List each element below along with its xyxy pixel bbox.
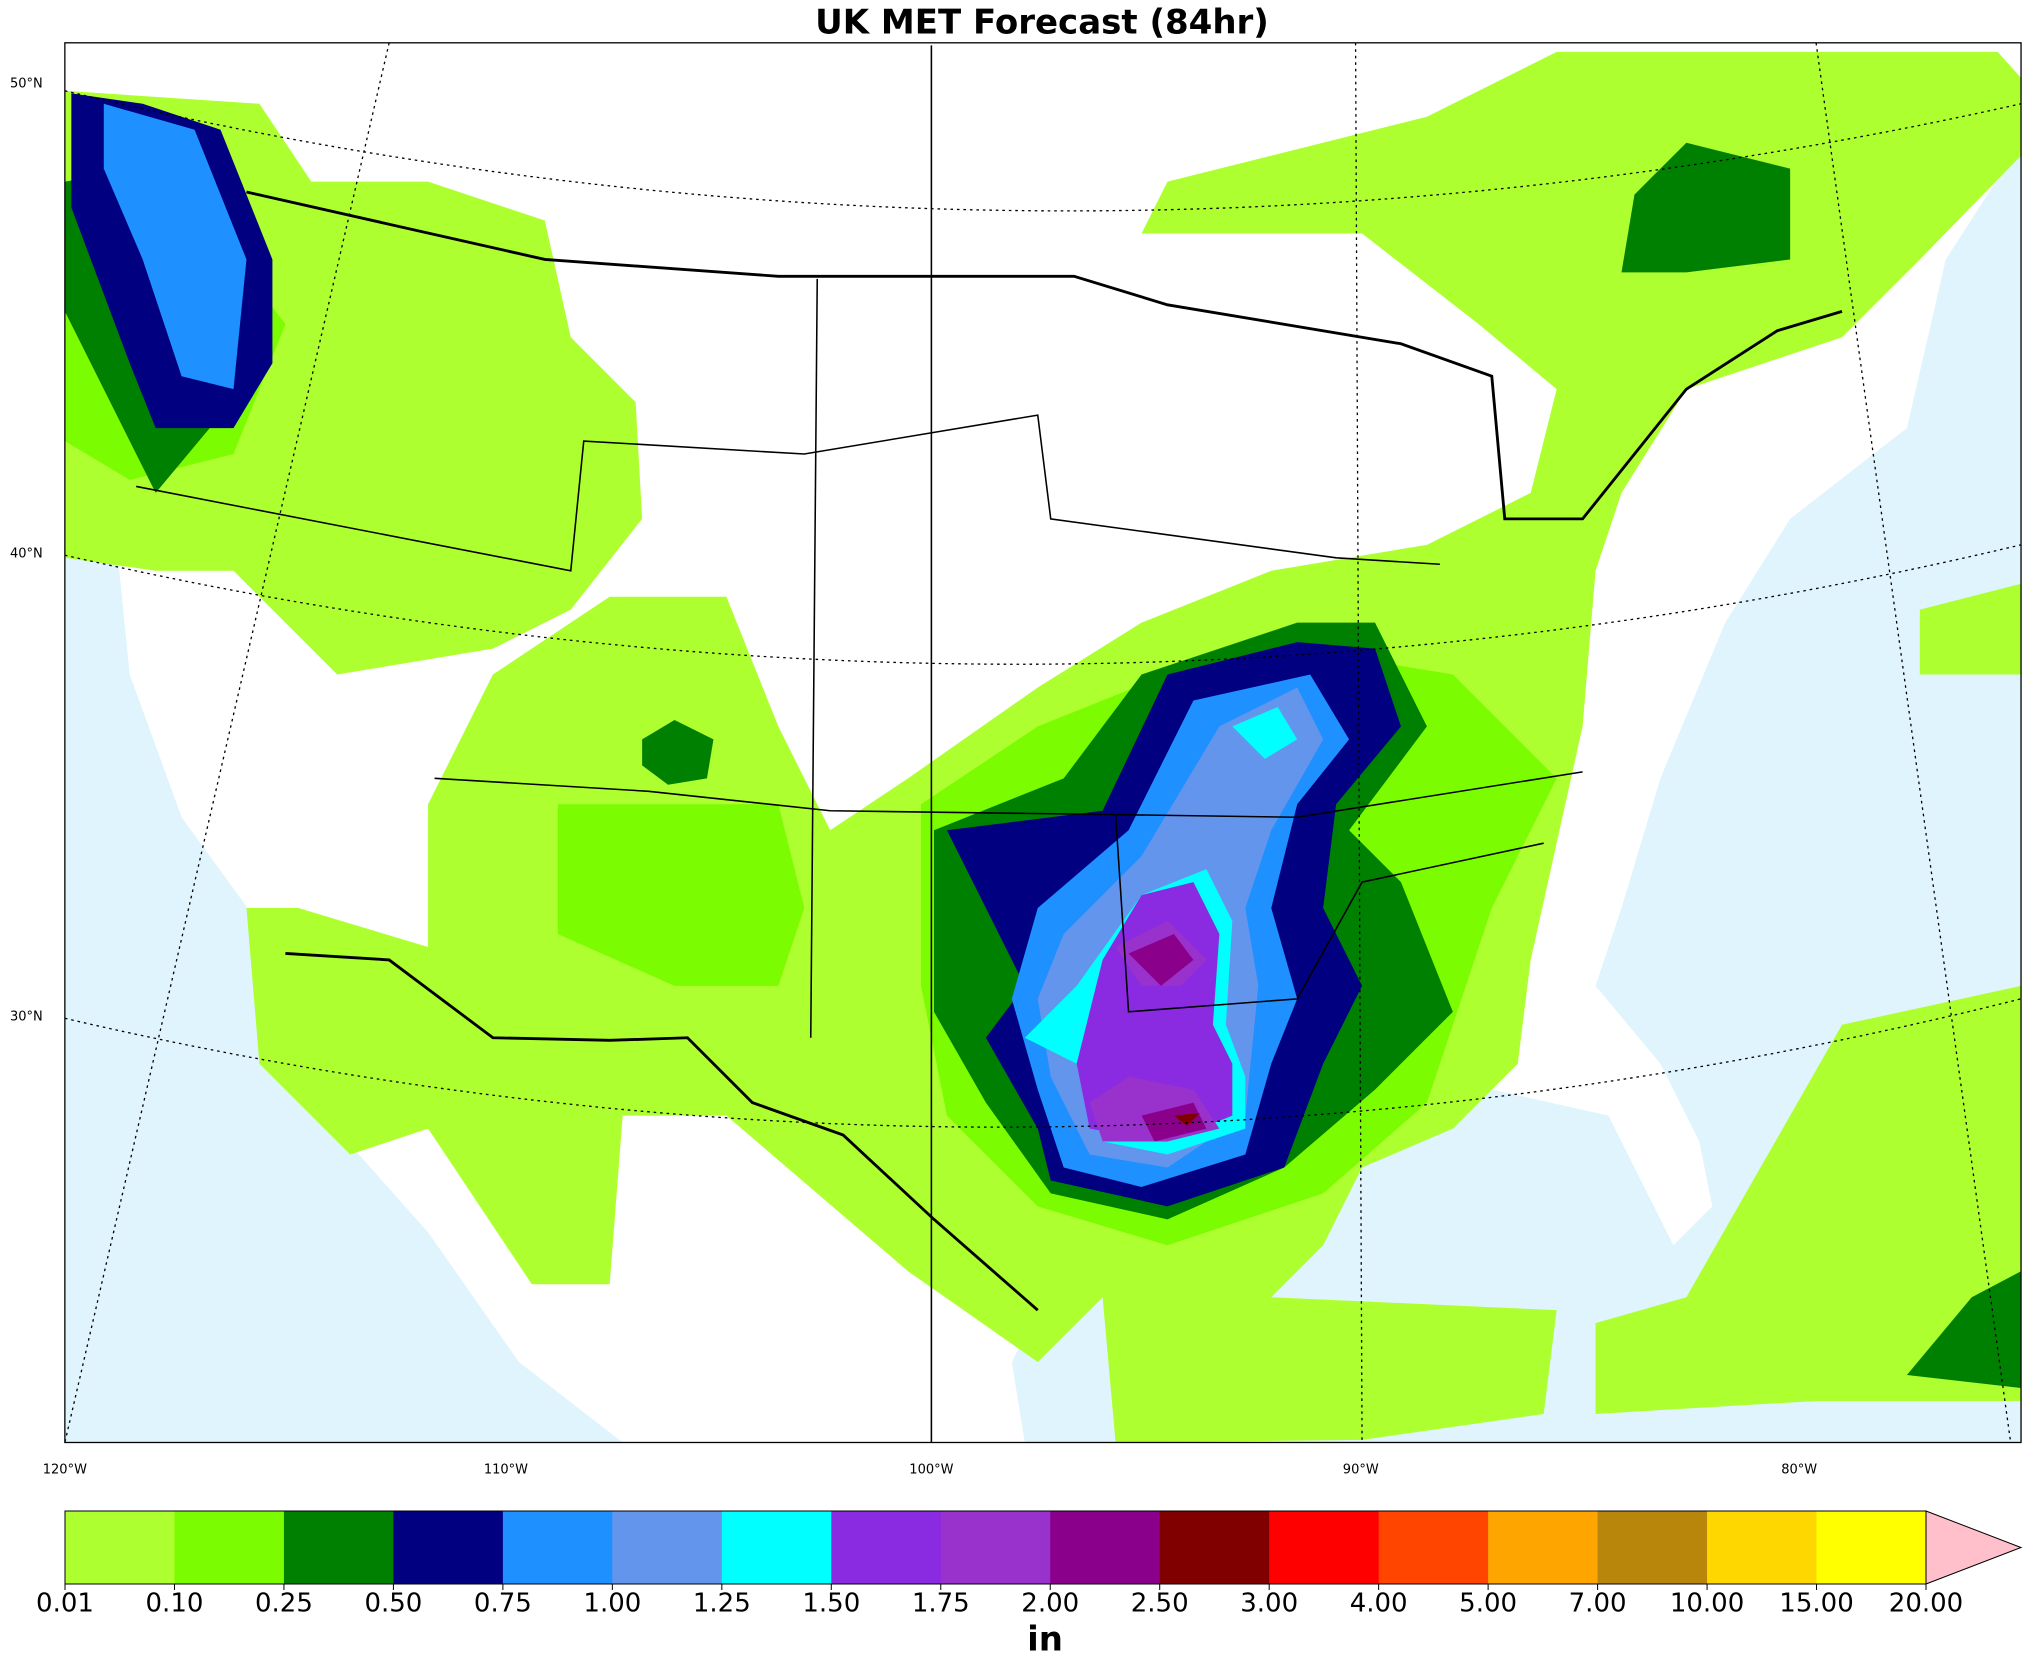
colorbar-tick-label: 0.25 — [255, 1589, 313, 1619]
colorbar-tick-label: 20.00 — [1889, 1589, 1963, 1619]
colorbar-tick-label: 2.50 — [1131, 1589, 1189, 1619]
colorbar-segment — [1378, 1511, 1489, 1584]
colorbar-frame — [64, 1510, 1927, 1585]
lat-label: 40°N — [10, 547, 43, 562]
map-title: UK MET Forecast (84hr) — [815, 3, 1269, 43]
colorbar-tick-label: 5.00 — [1459, 1589, 1517, 1619]
precip-area — [1141, 1102, 1207, 1142]
lat-label: 50°N — [10, 77, 43, 92]
lon-label: 90°W — [1343, 1463, 1379, 1478]
colorbar-tick-label: 1.75 — [912, 1589, 970, 1619]
state-lines — [136, 45, 1583, 1443]
colorbar-segment — [393, 1511, 504, 1584]
precip-area — [1128, 933, 1194, 986]
colorbar-tick-label: 0.50 — [364, 1589, 422, 1619]
colorbar-segment — [1707, 1511, 1818, 1584]
graticule — [64, 42, 2022, 1443]
colorbar-tick-label: 1.50 — [802, 1589, 860, 1619]
colorbar-segment — [831, 1511, 942, 1584]
map-frame — [64, 42, 2022, 1444]
colorbar-unit: in — [1027, 1620, 1063, 1660]
colorbar-segment — [174, 1511, 285, 1584]
precip-area — [1232, 706, 1298, 759]
colorbar-tick-label: 2.00 — [1021, 1589, 1079, 1619]
colorbar-segment — [1488, 1511, 1599, 1584]
border-line — [246, 190, 1843, 521]
colorbar-tick-label: 1.25 — [693, 1589, 751, 1619]
lon-label: 120°W — [43, 1463, 87, 1478]
colorbar-tick-label: 15.00 — [1779, 1589, 1853, 1619]
precip-area — [1621, 142, 1791, 273]
border-line — [285, 952, 1039, 1312]
lon-label: 80°W — [1781, 1463, 1817, 1478]
colorbar-segment — [1269, 1511, 1380, 1584]
colorbar-tick-label: 0.01 — [36, 1589, 94, 1619]
lon-label: 100°W — [909, 1463, 953, 1478]
colorbar-extension — [1925, 1510, 2023, 1585]
colorbar-segment — [721, 1511, 832, 1584]
precip-area — [1076, 882, 1233, 1142]
colorbar-segment — [1816, 1511, 1927, 1584]
precip-area — [557, 804, 805, 986]
colorbar-tick-label: 1.00 — [583, 1589, 641, 1619]
colorbar-tick-label: 0.75 — [474, 1589, 532, 1619]
borders — [246, 190, 1843, 1312]
lat-label: 30°N — [10, 1010, 43, 1025]
colorbar-segment — [1159, 1511, 1270, 1584]
precip-area — [1595, 985, 2022, 1414]
colorbar-segment — [283, 1511, 394, 1584]
precip-area — [103, 103, 247, 390]
colorbar-tick-label: 4.00 — [1350, 1589, 1408, 1619]
colorbar-segment — [1597, 1511, 1708, 1584]
precip-area — [1919, 583, 2022, 675]
colorbar-tick-label: 7.00 — [1569, 1589, 1627, 1619]
colorbar-segment — [612, 1511, 723, 1584]
lon-label: 110°W — [484, 1463, 528, 1478]
colorbar-segment — [502, 1511, 613, 1584]
colorbar-segment — [65, 1511, 175, 1584]
precip-area — [642, 719, 714, 785]
colorbar-segment — [940, 1511, 1051, 1584]
colorbar-tick-label: 10.00 — [1670, 1589, 1744, 1619]
precip-area — [1906, 1271, 2022, 1389]
map — [64, 42, 2022, 1444]
precip-area — [1173, 1112, 1200, 1126]
colorbar-tick-label: 3.00 — [1240, 1589, 1298, 1619]
colorbar-segment — [1050, 1511, 1161, 1584]
colorbar-tick-label: 0.10 — [146, 1589, 204, 1619]
